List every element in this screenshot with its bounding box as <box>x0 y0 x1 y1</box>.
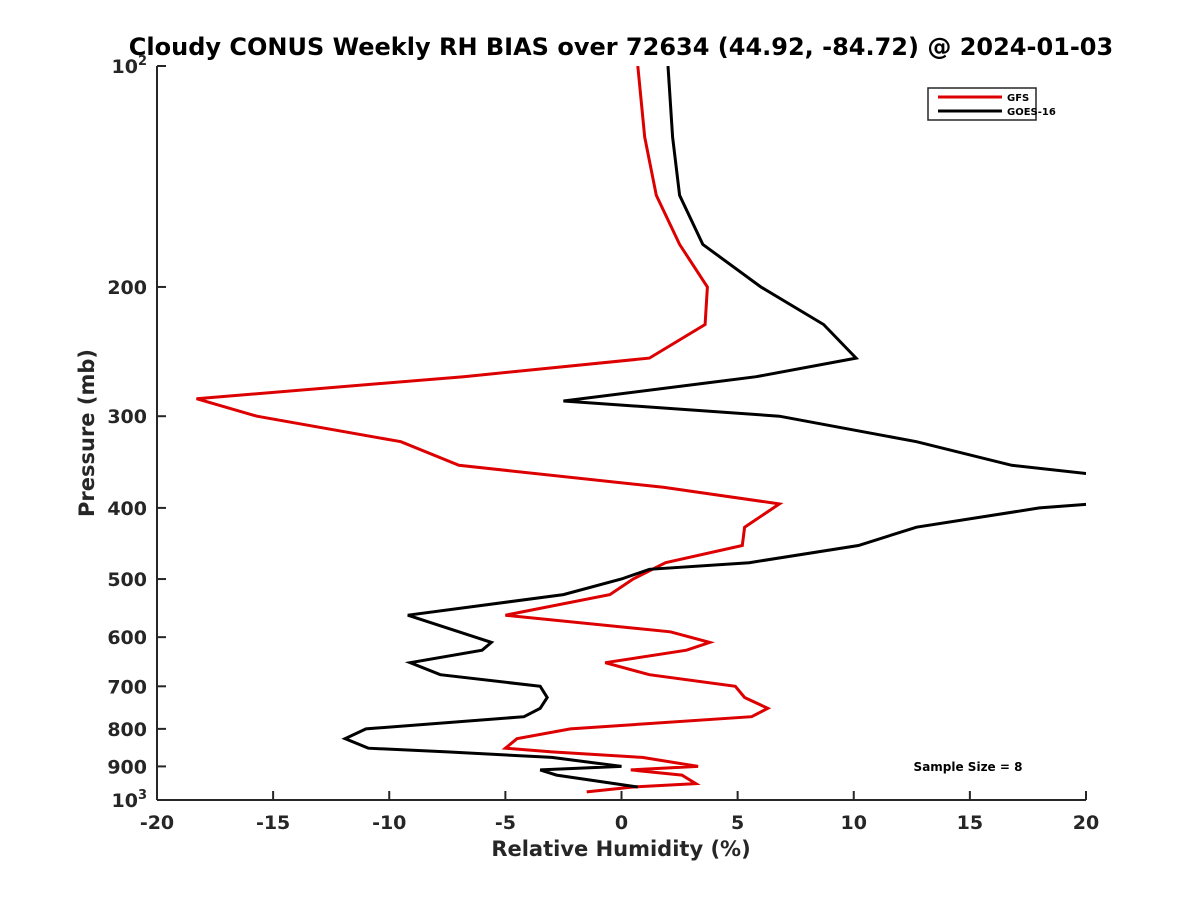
series-line-gfs <box>196 66 784 794</box>
y-tick-label: 400 <box>107 498 147 520</box>
plot-area <box>157 66 1086 800</box>
series-layer <box>196 66 1086 794</box>
x-tick-label: -15 <box>256 812 290 834</box>
x-tick-label: -5 <box>495 812 516 834</box>
ticks-layer: -20 -15 -10 -5 0 5 10 15 20 102 200 300 400 500 600 700… <box>107 54 1099 834</box>
x-axis-label: Relative Humidity (%) <box>491 837 750 861</box>
legend-box <box>927 87 1037 121</box>
y-tick-label: 500 <box>107 569 147 591</box>
sample-size-annotation: Sample Size = 8 <box>914 760 1023 774</box>
x-tick-label: 20 <box>1073 812 1099 834</box>
x-tick-label: 0 <box>615 812 628 834</box>
y-tick-label: 800 <box>107 719 147 741</box>
y-axis-label: Pressure (mb) <box>75 349 99 517</box>
y-tick-label: 600 <box>107 627 147 649</box>
y-tick-label: 900 <box>107 756 147 778</box>
y-tick-label: 700 <box>107 676 147 698</box>
x-tick-label: 5 <box>731 812 744 834</box>
x-tick-label: 10 <box>841 812 867 834</box>
x-tick-label: -10 <box>372 812 406 834</box>
legend: GFS GOES-16 <box>927 87 1056 121</box>
x-tick-label: -20 <box>140 812 174 834</box>
y-tick-label: 200 <box>107 277 147 299</box>
y-tick-label: 300 <box>107 406 147 428</box>
series-line-goes-16 <box>341 66 1086 789</box>
y-tick-label: 102 <box>112 54 148 78</box>
chart-title: Cloudy CONUS Weekly RH BIAS over 72634 (… <box>129 33 1113 61</box>
x-tick-label: 15 <box>957 812 983 834</box>
legend-entry-label: GOES-16 <box>1007 107 1056 118</box>
y-tick-label: 103 <box>112 788 148 812</box>
plot-background <box>157 66 1086 800</box>
legend-entry-label: GFS <box>1007 93 1029 104</box>
